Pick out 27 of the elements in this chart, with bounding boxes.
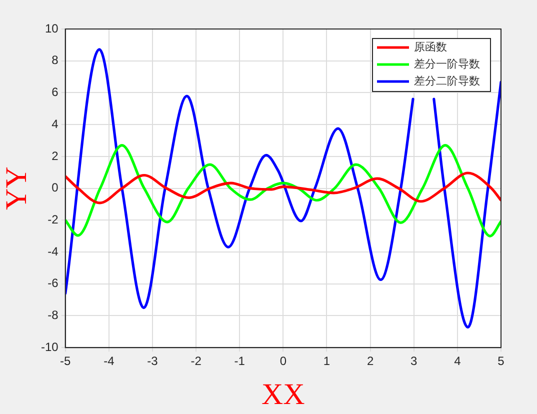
- y-tick-label: -2: [48, 212, 59, 226]
- y-tick-label: -4: [48, 244, 59, 258]
- x-tick-label: 4: [454, 354, 462, 368]
- y-tick-label: 4: [52, 116, 59, 131]
- x-tick-label: -3: [147, 354, 158, 368]
- legend-label: 差分二阶导数: [414, 74, 480, 88]
- legend-label: 原函数: [414, 40, 447, 54]
- y-tick-label: -6: [48, 276, 59, 290]
- y-tick-label: 10: [44, 21, 59, 36]
- y-tick-label: -8: [48, 308, 59, 322]
- x-tick-label: 2: [366, 354, 374, 368]
- x-tick-label: 5: [498, 354, 505, 368]
- x-tick-label: 3: [410, 354, 418, 368]
- x-tick-label: -5: [60, 354, 72, 368]
- x-tick-label: -1: [234, 354, 246, 368]
- x-tick-label: 0: [280, 354, 287, 368]
- y-tick-label: -10: [41, 340, 59, 354]
- x-axis-title: XX: [262, 378, 306, 411]
- x-tick-label: -2: [190, 354, 202, 368]
- x-tick-label: -4: [104, 354, 115, 368]
- y-tick-label: 2: [52, 148, 59, 163]
- y-tick-label: 8: [52, 53, 59, 68]
- x-tick-label: 1: [323, 354, 330, 368]
- y-tick-label: 6: [52, 85, 59, 100]
- legend-label: 差分一阶导数: [414, 57, 480, 70]
- y-axis-title: YY: [0, 166, 33, 210]
- y-tick-label: 0: [52, 180, 59, 195]
